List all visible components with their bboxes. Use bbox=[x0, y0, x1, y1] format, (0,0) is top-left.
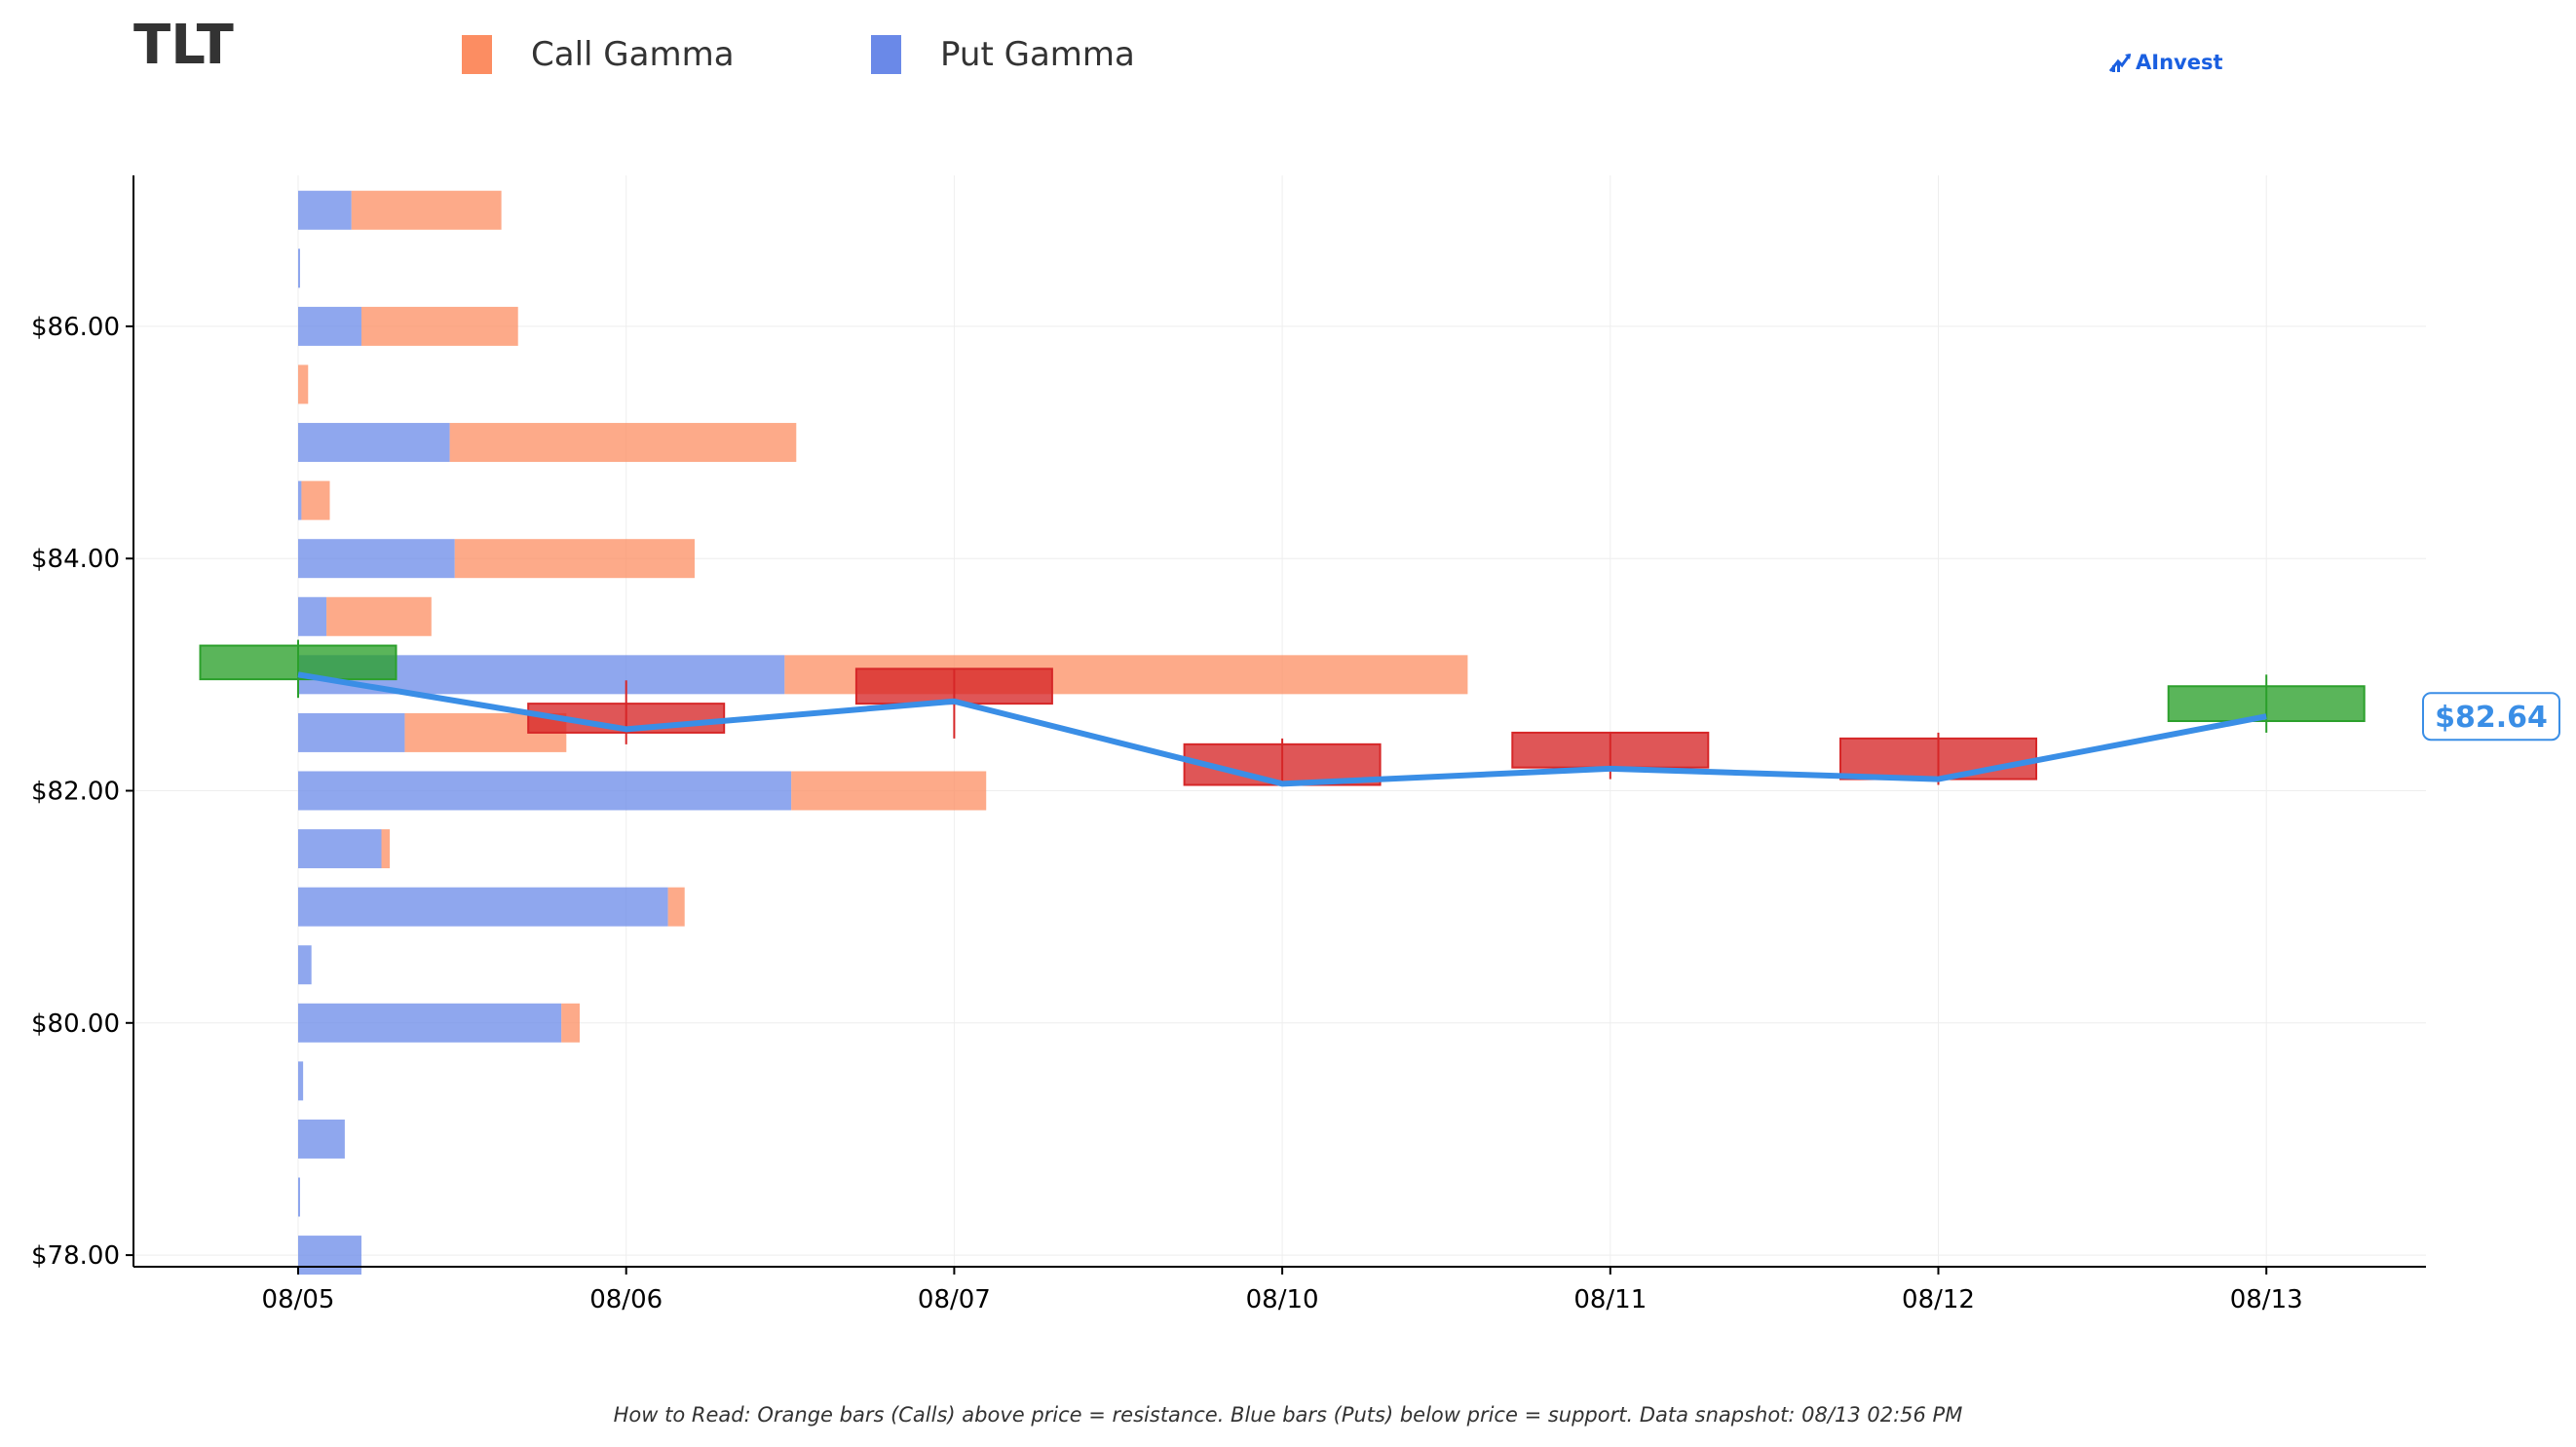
y-tick-label: $82.00 bbox=[31, 777, 120, 806]
put-gamma-bar bbox=[298, 1061, 304, 1101]
chart-caption: How to Read: Orange bars (Calls) above p… bbox=[613, 1403, 1963, 1427]
put-gamma-bar bbox=[298, 423, 450, 463]
y-tick-label: $78.00 bbox=[31, 1241, 120, 1271]
call-gamma-bar bbox=[360, 306, 518, 346]
x-tick-label: 08/13 bbox=[2230, 1285, 2303, 1314]
last-price-label: $82.64 bbox=[2435, 701, 2548, 735]
call-gamma-bar bbox=[449, 423, 797, 463]
put-gamma-bar bbox=[298, 248, 300, 288]
legend-item-put: Put Gamma bbox=[871, 35, 1135, 74]
candle-body bbox=[854, 667, 1053, 705]
call-gamma-bar bbox=[454, 539, 695, 579]
last-price-layer: $82.64 bbox=[2422, 692, 2560, 742]
x-tick-label: 08/05 bbox=[262, 1285, 335, 1314]
y-tick-label: $84.00 bbox=[31, 545, 120, 574]
call-gamma-bar bbox=[301, 480, 330, 520]
y-tick-label: $80.00 bbox=[31, 1009, 120, 1039]
put-gamma-bar bbox=[298, 306, 361, 346]
candle-body bbox=[2167, 685, 2366, 722]
put-gamma-bar bbox=[298, 190, 352, 230]
legend-label-put: Put Gamma bbox=[940, 35, 1135, 74]
legend-swatch-call bbox=[462, 35, 492, 74]
price-line-layer bbox=[297, 671, 2267, 787]
put-gamma-bar bbox=[298, 539, 455, 579]
put-gamma-bar bbox=[298, 1119, 345, 1159]
ticker-title: TLT bbox=[133, 14, 234, 77]
axes-layer: $78.00 $80.00 $82.00 $84.00 $86.00 08/05 08/06… bbox=[31, 175, 2426, 1314]
y-tick-label: $86.00 bbox=[31, 313, 120, 342]
put-gamma-bar bbox=[298, 1236, 361, 1276]
put-gamma-bar bbox=[298, 1177, 300, 1217]
candle-body bbox=[199, 644, 398, 681]
call-gamma-bar bbox=[561, 1003, 580, 1043]
legend-label-call: Call Gamma bbox=[531, 35, 735, 74]
put-gamma-bar bbox=[298, 945, 312, 985]
candle-body bbox=[1511, 731, 1710, 769]
put-gamma-bar bbox=[298, 771, 792, 811]
put-gamma-bar bbox=[298, 829, 382, 869]
candles-layer bbox=[199, 639, 2366, 786]
legend-swatch-put bbox=[871, 35, 901, 74]
put-gamma-bar bbox=[298, 1003, 562, 1043]
call-gamma-bar bbox=[791, 771, 987, 811]
x-tick-label: 08/07 bbox=[918, 1285, 991, 1314]
put-gamma-bar bbox=[298, 596, 327, 636]
call-gamma-bar bbox=[298, 364, 309, 404]
call-gamma-bar bbox=[326, 596, 432, 636]
x-tick-label: 08/11 bbox=[1573, 1285, 1647, 1314]
put-gamma-bar bbox=[298, 887, 668, 927]
brand-chart-icon bbox=[2108, 54, 2132, 72]
brand-label: AInvest bbox=[2136, 51, 2223, 74]
call-gamma-bar bbox=[667, 887, 685, 927]
x-tick-label: 08/06 bbox=[589, 1285, 663, 1314]
x-tick-label: 08/12 bbox=[1902, 1285, 1975, 1314]
price-line bbox=[297, 671, 2267, 787]
candle-body bbox=[1839, 737, 2037, 781]
call-gamma-bar bbox=[351, 190, 502, 230]
last-price-box bbox=[2422, 692, 2560, 742]
gamma-bars-layer bbox=[298, 190, 1468, 1276]
put-gamma-bar bbox=[298, 712, 405, 752]
call-gamma-bar bbox=[381, 829, 391, 869]
put-gamma-bar bbox=[298, 480, 302, 520]
legend-item-call: Call Gamma bbox=[462, 35, 735, 74]
brand-logo: AInvest bbox=[2108, 51, 2223, 74]
x-tick-label: 08/10 bbox=[1246, 1285, 1319, 1314]
